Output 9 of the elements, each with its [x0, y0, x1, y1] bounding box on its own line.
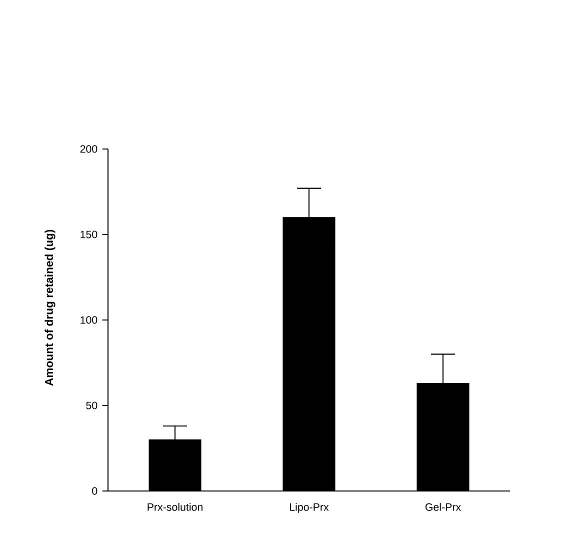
x-tick-label: Gel-Prx	[425, 502, 461, 511]
y-axis-title: Amount of drug retained (ug)	[44, 230, 56, 386]
y-tick-label: 50	[86, 402, 98, 410]
y-tick-label: 100	[80, 316, 98, 324]
x-tick-label: Prx-solution	[148, 502, 202, 511]
x-tick-label: Lipo-Prx	[290, 502, 329, 513]
y-tick-label: 0	[92, 487, 98, 495]
y-tick-label: 150	[80, 230, 98, 238]
y-tick-label: 200	[80, 145, 98, 153]
